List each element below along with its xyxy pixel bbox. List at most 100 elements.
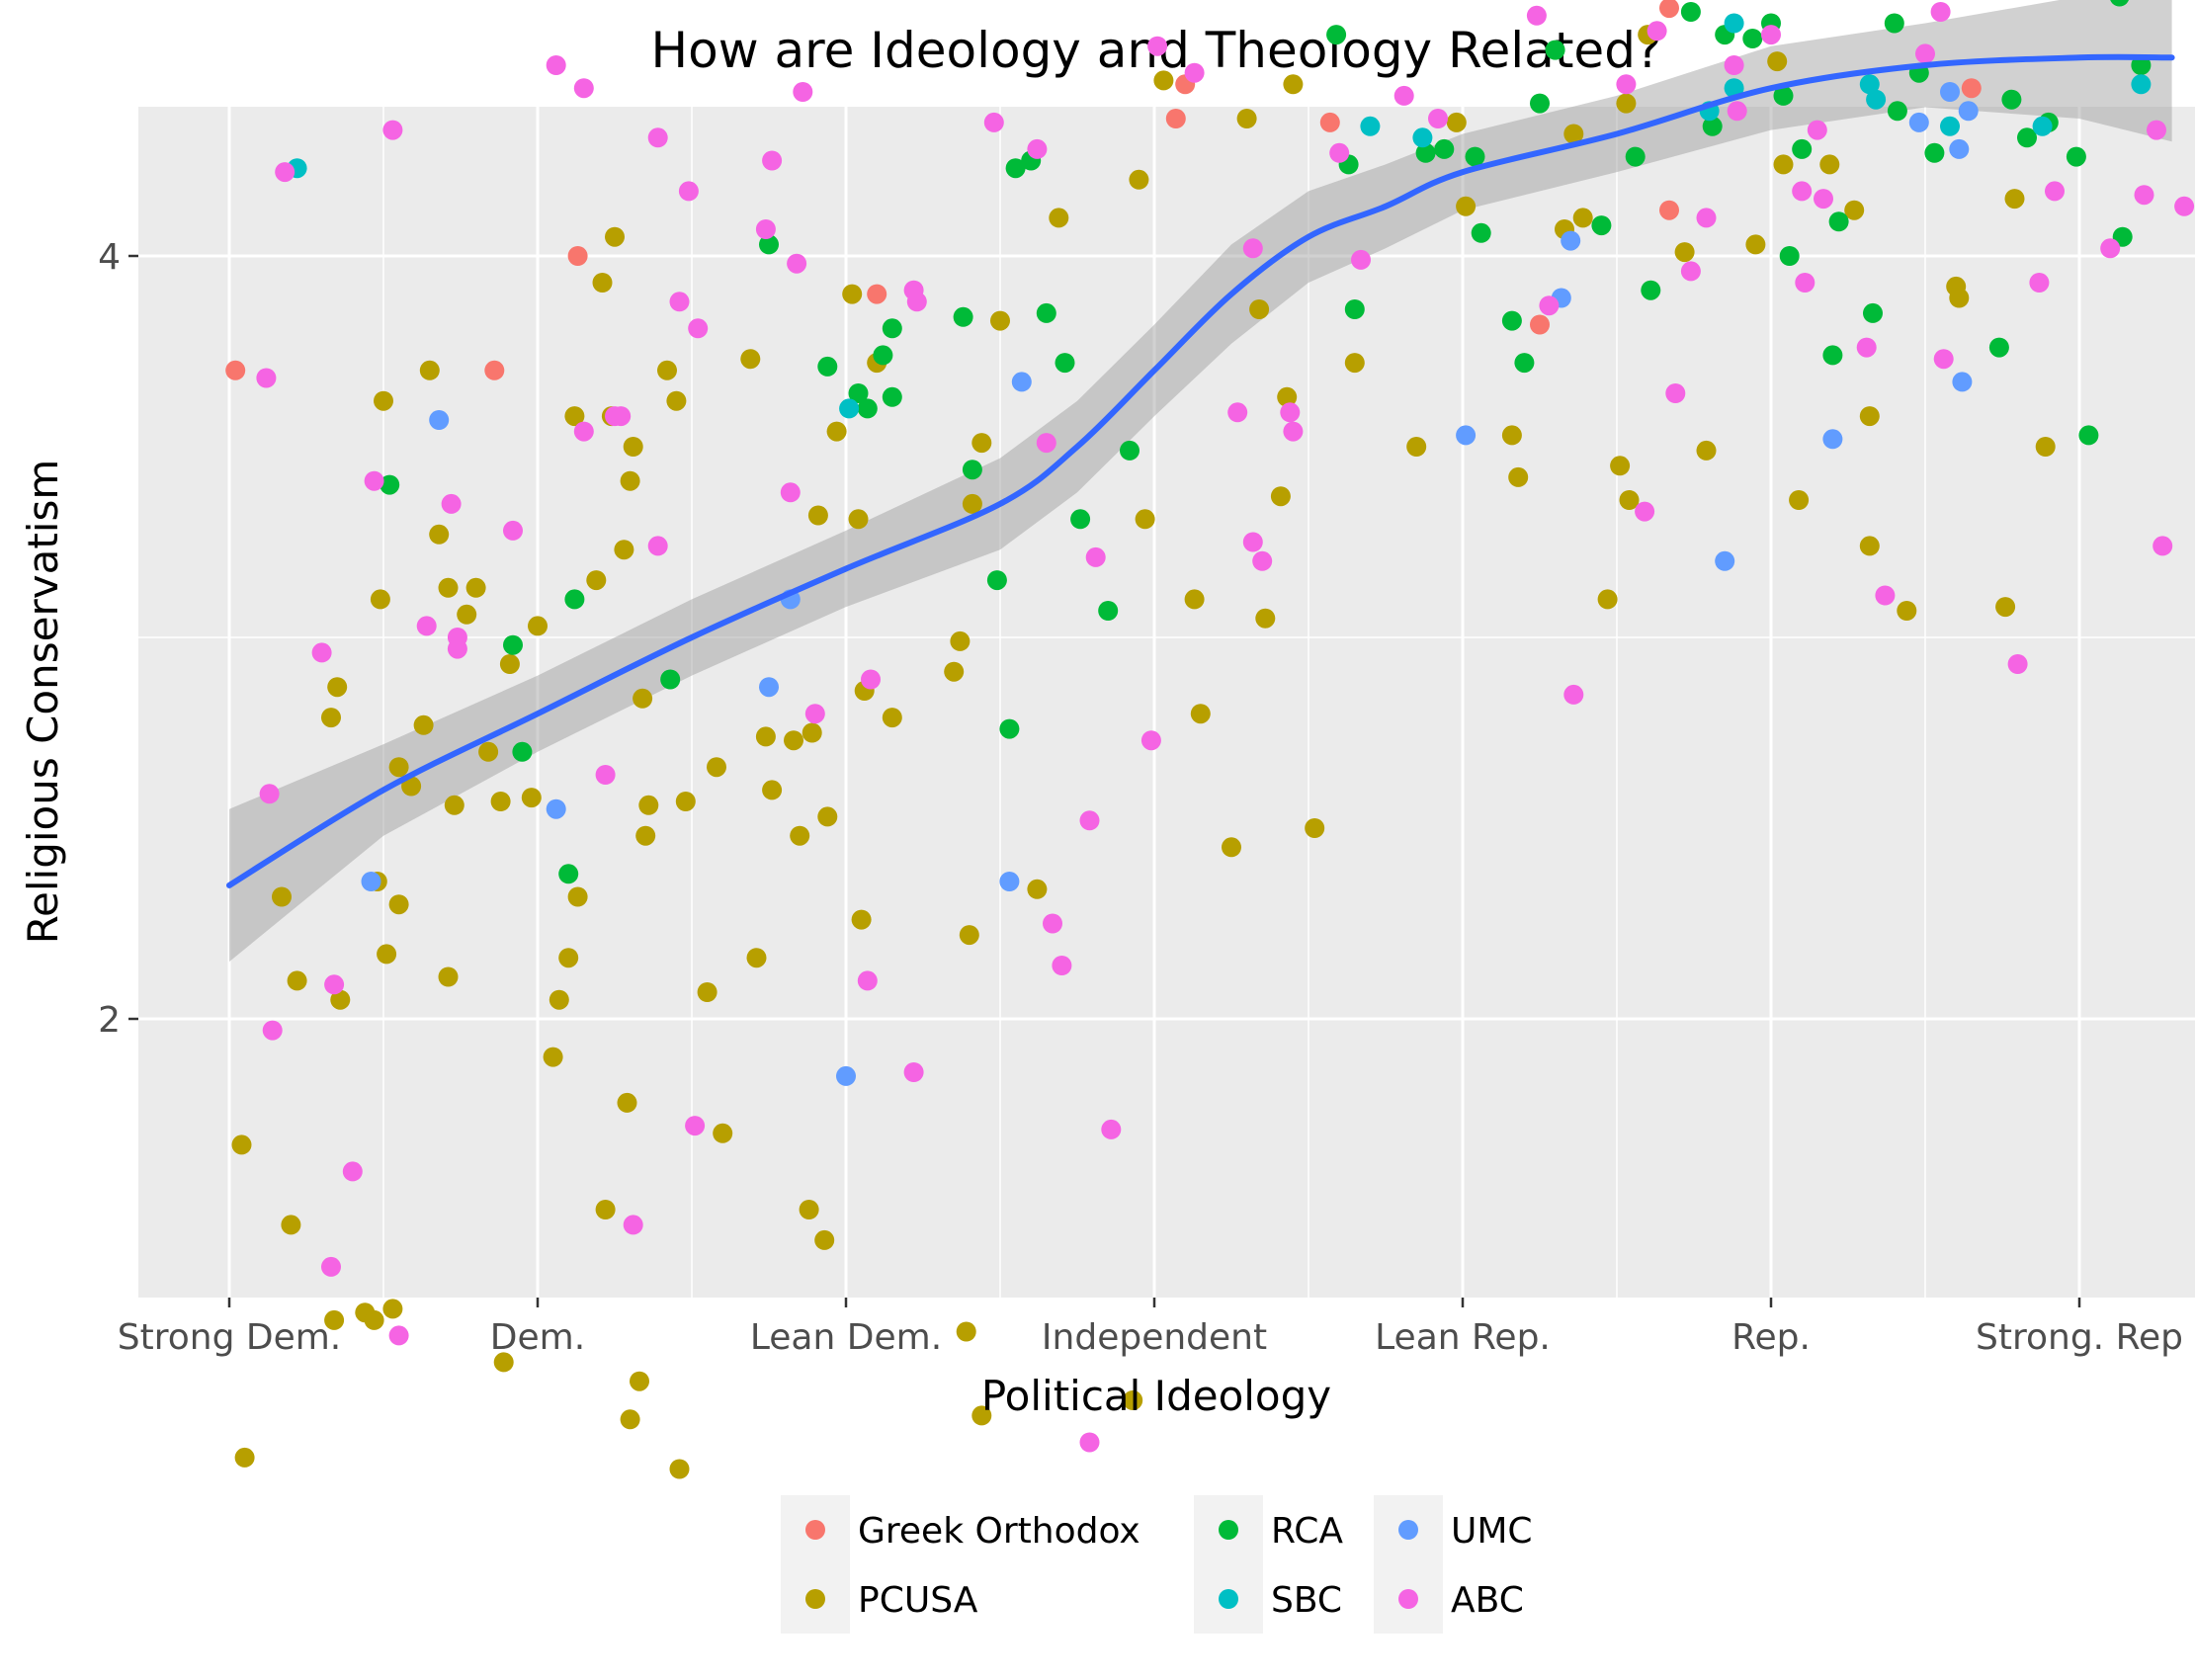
- point-pcusa: [1616, 93, 1637, 114]
- point-pcusa: [478, 741, 499, 762]
- point-pcusa: [586, 570, 607, 591]
- point-abc: [1242, 238, 1263, 259]
- point-pcusa: [638, 795, 659, 815]
- point-rca: [1434, 138, 1455, 159]
- point-rca: [1005, 158, 1026, 179]
- point-pcusa: [620, 1409, 640, 1430]
- point-umc: [759, 677, 779, 698]
- point-abc: [1724, 55, 1744, 75]
- point-abc: [275, 162, 295, 183]
- point-abc: [1563, 684, 1584, 705]
- point-pcusa: [1501, 425, 1522, 446]
- point-abc: [1814, 189, 1833, 210]
- point-pcusa: [740, 349, 761, 370]
- point-pcusa: [790, 825, 810, 846]
- point-pcusa: [388, 757, 409, 778]
- data-points: [225, 0, 2195, 1479]
- point-abc: [342, 1161, 363, 1182]
- point-abc: [678, 181, 699, 202]
- point-abc: [2029, 273, 2050, 293]
- point-pcusa: [382, 1299, 403, 1319]
- point-umc: [1952, 372, 1973, 392]
- point-pcusa: [713, 1123, 733, 1143]
- point-sbc: [2032, 116, 2053, 136]
- point-abc: [762, 150, 783, 171]
- point-pcusa: [549, 989, 569, 1010]
- point-abc: [1915, 43, 1935, 64]
- legend-label: SBC: [1271, 1580, 1342, 1621]
- point-pcusa: [327, 677, 348, 698]
- point-pcusa: [1277, 386, 1298, 407]
- point-sbc: [1866, 89, 1887, 110]
- point-abc: [647, 127, 668, 148]
- point-umc: [1561, 230, 1581, 251]
- point-pcusa: [842, 284, 863, 304]
- point-pcusa: [1773, 154, 1794, 175]
- point-rca: [1098, 601, 1119, 621]
- point-rca: [1415, 142, 1436, 163]
- point-pcusa: [330, 989, 351, 1010]
- point-pcusa: [567, 886, 588, 907]
- point-sbc: [1724, 13, 1744, 34]
- point-pcusa: [1819, 154, 1840, 175]
- point-rca: [759, 234, 779, 255]
- point-pcusa: [1135, 509, 1155, 530]
- point-greek-orthodox: [1659, 200, 1679, 220]
- point-pcusa: [1789, 490, 1810, 510]
- plot-panel: [138, 107, 2195, 1298]
- legend-swatch: [805, 1520, 825, 1540]
- point-abc: [857, 970, 878, 991]
- point-pcusa: [528, 616, 548, 636]
- point-rca: [986, 570, 1007, 591]
- point-abc: [1792, 181, 1813, 202]
- point-pcusa: [444, 795, 464, 815]
- point-abc: [903, 1062, 924, 1082]
- point-abc: [647, 536, 668, 556]
- point-rca: [882, 386, 902, 407]
- point-rca: [564, 589, 585, 610]
- point-abc: [321, 1256, 341, 1277]
- point-greek-orthodox: [1319, 112, 1340, 132]
- point-pcusa: [882, 708, 902, 728]
- point-abc: [1875, 585, 1896, 606]
- point-rca: [2017, 127, 2037, 148]
- point-pcusa: [465, 577, 486, 598]
- point-abc: [1242, 532, 1263, 552]
- point-pcusa: [413, 714, 434, 735]
- point-pcusa: [623, 437, 643, 457]
- point-pcusa: [817, 806, 838, 827]
- point-abc: [262, 1020, 283, 1041]
- point-rca: [1514, 353, 1535, 374]
- point-abc: [595, 765, 616, 785]
- point-abc: [1727, 101, 1747, 122]
- point-greek-orthodox: [567, 246, 588, 266]
- point-abc: [1761, 25, 1781, 45]
- point-rca: [380, 474, 400, 495]
- point-abc: [2134, 185, 2154, 206]
- point-rca: [1702, 116, 1723, 136]
- point-abc: [1696, 208, 1717, 228]
- point-pcusa: [1767, 51, 1788, 72]
- point-pcusa: [377, 944, 397, 965]
- point-rca: [857, 398, 878, 419]
- point-pcusa: [1305, 818, 1325, 838]
- point-pcusa: [370, 589, 390, 610]
- point-abc: [1616, 74, 1637, 95]
- point-pcusa: [429, 524, 450, 545]
- point-pcusa: [807, 505, 828, 526]
- point-abc: [1428, 109, 1448, 128]
- point-abc: [669, 292, 690, 312]
- point-pcusa: [1123, 1390, 1143, 1410]
- point-pcusa: [802, 722, 822, 743]
- point-pcusa: [388, 894, 409, 915]
- point-pcusa: [762, 780, 783, 800]
- x-tick-label: Dem.: [490, 1317, 585, 1358]
- point-umc: [546, 798, 566, 819]
- point-abc: [324, 974, 345, 995]
- point-pcusa: [1572, 208, 1593, 228]
- x-tick-label: Lean Rep.: [1375, 1317, 1551, 1358]
- point-pcusa: [1344, 353, 1365, 374]
- point-abc: [1351, 249, 1371, 270]
- grid-lines: [138, 107, 2195, 1298]
